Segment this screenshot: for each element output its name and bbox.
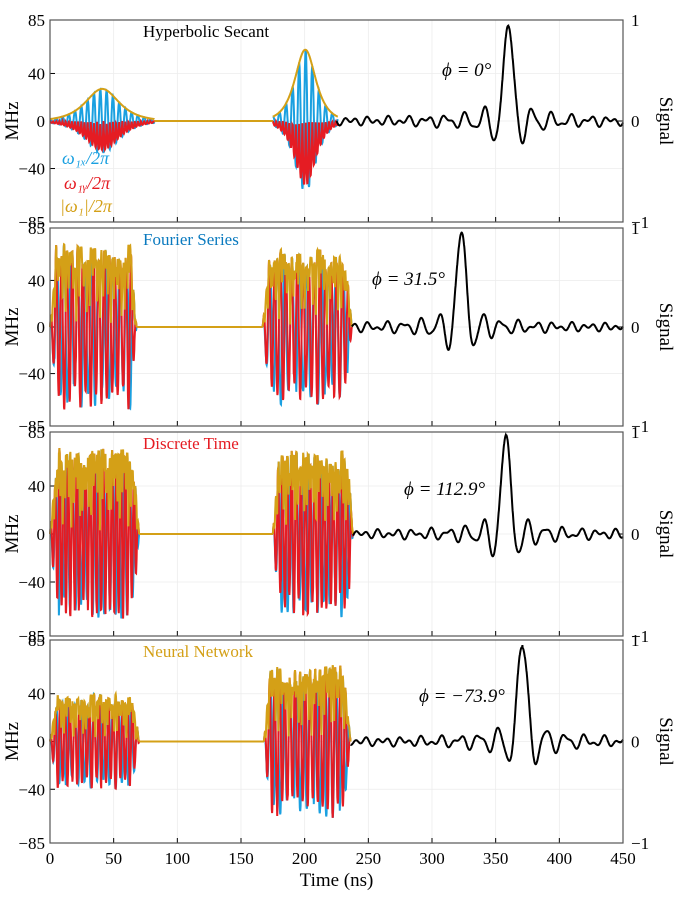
- legend: ω₁ₓ/2π ω₁ᵧ/2π |ω₁|/2π: [60, 148, 113, 216]
- left-tick-label: 0: [37, 733, 46, 752]
- right-tick-label: −1: [631, 834, 649, 853]
- right-tick-label: 0: [631, 525, 640, 544]
- legend-entry: ω₁ᵧ/2π: [64, 173, 111, 193]
- left-tick-label: 0: [37, 112, 46, 131]
- phase-annotation: ϕ = 31.5°: [372, 269, 445, 290]
- left-tick-label: 40: [28, 271, 45, 290]
- left-tick-label: 85: [28, 219, 45, 238]
- right-tick-label: −1: [631, 417, 649, 436]
- panel-3: 85 40 0 −40 −85 1 0 −1 MHz Signal Discrete Time ϕ =…: [2, 423, 676, 646]
- panel-4: 85 40 0 −40 −85 1 0 −1 MHz Signal Neural Network ϕ …: [2, 631, 676, 853]
- left-tick-label: 85: [28, 631, 45, 650]
- left-axis-label: MHz: [2, 307, 23, 346]
- phase-annotation: ϕ = 112.9°: [404, 479, 485, 500]
- omega-abs-series: [49, 448, 355, 535]
- x-tick-label: 150: [228, 849, 254, 868]
- panel-frame: [49, 227, 624, 427]
- panel-2: 85 40 0 −40 −85 1 0 −1 MHz Signal Fourier Series ϕ …: [2, 219, 676, 436]
- panel-title: Neural Network: [143, 642, 253, 661]
- omega-abs-series: [49, 48, 339, 122]
- left-tick-label: 85: [28, 11, 45, 30]
- x-tick-label: 300: [419, 849, 445, 868]
- panel-frame: [49, 19, 624, 223]
- left-tick-label: −40: [18, 365, 45, 384]
- right-tick-label: 0: [631, 733, 640, 752]
- right-tick-label: 1: [631, 11, 640, 30]
- echo-signal-series: [352, 431, 624, 558]
- left-tick-label: −85: [18, 213, 45, 232]
- left-tick-label: −85: [18, 627, 45, 646]
- panel-frame: [49, 431, 624, 637]
- x-tick-label: 200: [292, 849, 318, 868]
- panel-title: Hyperbolic Secant: [143, 22, 269, 41]
- panel-title: Discrete Time: [143, 434, 239, 453]
- right-axis-label: Signal: [655, 303, 676, 352]
- left-tick-label: 40: [28, 477, 45, 496]
- right-tick-label: −1: [631, 627, 649, 646]
- x-tick-label: 0: [46, 849, 55, 868]
- x-tick-label: 450: [610, 849, 636, 868]
- right-tick-label: 0: [631, 112, 640, 131]
- right-tick-label: 1: [631, 631, 640, 650]
- omega-abs-series: [49, 242, 353, 328]
- left-tick-label: −85: [18, 834, 45, 853]
- panel-1: 85 40 0 −40 −85 1 0 −1 MHz Signal Hyperbolic Secan…: [2, 11, 676, 232]
- legend-entry: |ω₁|/2π: [60, 196, 113, 216]
- phase-annotation: ϕ = −73.9°: [419, 686, 505, 707]
- right-axis-label: Signal: [655, 97, 676, 146]
- phase-annotation: ϕ = 0°: [442, 60, 492, 81]
- left-tick-label: 40: [28, 64, 45, 83]
- left-axis-label: MHz: [2, 514, 23, 553]
- echo-signal-series: [335, 24, 624, 145]
- x-tick-label: 350: [483, 849, 509, 868]
- left-tick-label: −40: [18, 573, 45, 592]
- left-tick-label: −40: [18, 160, 45, 179]
- left-tick-label: 40: [28, 685, 45, 704]
- x-tick-label: 250: [356, 849, 382, 868]
- legend-entry: ω₁ₓ/2π: [62, 148, 110, 168]
- right-tick-label: −1: [631, 213, 649, 232]
- left-tick-label: −40: [18, 780, 45, 799]
- left-tick-label: 85: [28, 423, 45, 442]
- x-axis-label: Time (ns): [300, 870, 374, 891]
- left-tick-label: 0: [37, 525, 46, 544]
- panel-title: Fourier Series: [143, 230, 239, 249]
- x-tick-label: 50: [105, 849, 122, 868]
- right-axis-label: Signal: [655, 510, 676, 559]
- left-tick-label: 0: [37, 318, 46, 337]
- panel-frame: [49, 639, 624, 844]
- left-axis-label: MHz: [2, 722, 23, 761]
- x-tick-label: 100: [165, 849, 191, 868]
- right-tick-label: 1: [631, 219, 640, 238]
- omega-abs-series: [49, 664, 352, 743]
- right-tick-label: 1: [631, 423, 640, 442]
- right-tick-label: 0: [631, 318, 640, 337]
- echo-signal-series: [351, 231, 624, 351]
- echo-signal-series: [350, 645, 624, 766]
- left-tick-label: −85: [18, 417, 45, 436]
- left-axis-label: MHz: [2, 101, 23, 140]
- right-axis-label: Signal: [655, 717, 676, 766]
- x-tick-label: 400: [547, 849, 573, 868]
